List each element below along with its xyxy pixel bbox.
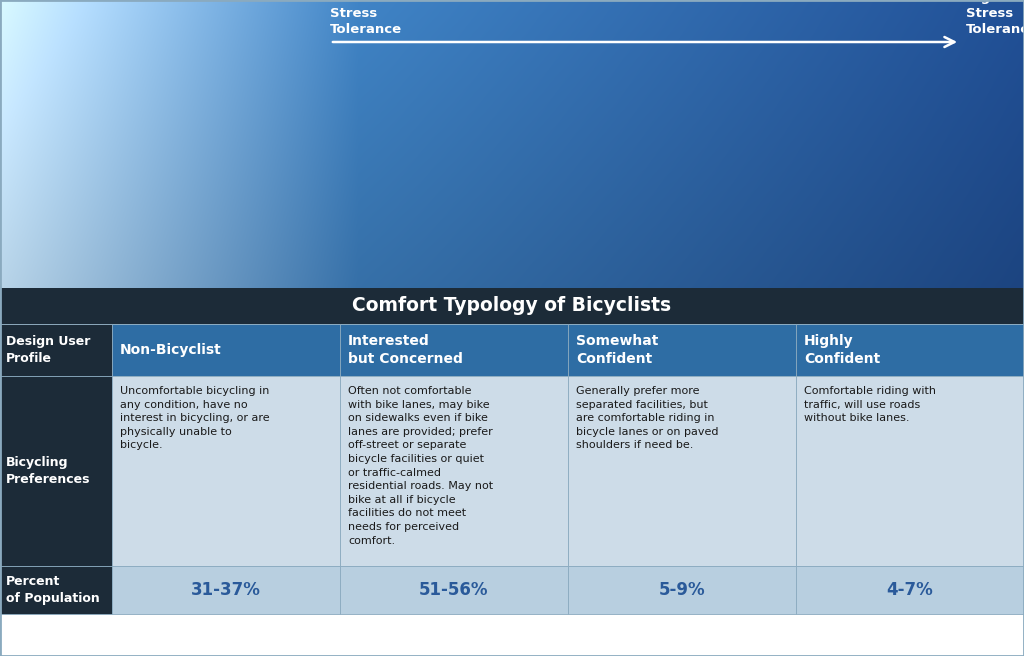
Bar bbox=[340, 324, 568, 376]
Text: High
Stress
Tolerance: High Stress Tolerance bbox=[966, 0, 1024, 36]
Bar bbox=[568, 324, 796, 376]
Bar bbox=[568, 376, 796, 566]
Text: 5-9%: 5-9% bbox=[658, 581, 706, 599]
Text: Interested
but Concerned: Interested but Concerned bbox=[348, 334, 463, 366]
Text: Low
Stress
Tolerance: Low Stress Tolerance bbox=[330, 0, 402, 36]
Bar bbox=[796, 566, 1024, 614]
Text: Non-Bicyclist: Non-Bicyclist bbox=[120, 343, 222, 357]
Bar bbox=[796, 324, 1024, 376]
Text: Bicycling
Preferences: Bicycling Preferences bbox=[6, 456, 90, 486]
Text: 51-56%: 51-56% bbox=[419, 581, 488, 599]
Bar bbox=[112, 324, 340, 376]
Text: Design User
Profile: Design User Profile bbox=[6, 335, 90, 365]
Text: Comfortable riding with
traffic, will use roads
without bike lanes.: Comfortable riding with traffic, will us… bbox=[804, 386, 936, 423]
Bar bbox=[796, 376, 1024, 566]
Text: Somewhat
Confident: Somewhat Confident bbox=[575, 334, 658, 366]
Bar bbox=[568, 566, 796, 614]
Bar bbox=[0, 376, 112, 566]
Bar bbox=[340, 376, 568, 566]
Text: 4-7%: 4-7% bbox=[887, 581, 933, 599]
Bar bbox=[112, 566, 340, 614]
Text: 31-37%: 31-37% bbox=[191, 581, 261, 599]
Text: Percent
of Population: Percent of Population bbox=[6, 575, 99, 605]
Text: Often not comfortable
with bike lanes, may bike
on sidewalks even if bike
lanes : Often not comfortable with bike lanes, m… bbox=[348, 386, 494, 546]
Bar bbox=[340, 566, 568, 614]
Text: Uncomfortable bicycling in
any condition, have no
interest in bicycling, or are
: Uncomfortable bicycling in any condition… bbox=[120, 386, 269, 451]
Bar bbox=[0, 288, 1024, 324]
Bar bbox=[112, 376, 340, 566]
Text: Highly
Confident: Highly Confident bbox=[804, 334, 881, 366]
Text: Generally prefer more
separated facilities, but
are comfortable riding in
bicycl: Generally prefer more separated faciliti… bbox=[575, 386, 719, 451]
Text: Comfort Typology of Bicyclists: Comfort Typology of Bicyclists bbox=[352, 297, 672, 316]
Bar bbox=[0, 566, 112, 614]
Bar bbox=[0, 324, 112, 376]
